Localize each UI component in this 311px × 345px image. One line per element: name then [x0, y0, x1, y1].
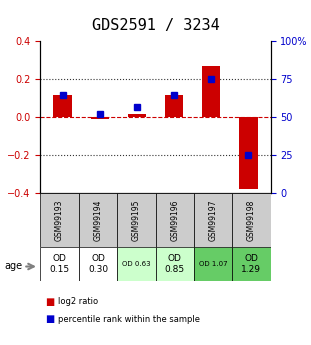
Text: GDS2591 / 3234: GDS2591 / 3234: [92, 18, 219, 33]
Text: percentile rank within the sample: percentile rank within the sample: [58, 315, 200, 324]
Text: OD 0.63: OD 0.63: [122, 261, 151, 267]
Bar: [194, 247, 232, 281]
Text: OD
0.30: OD 0.30: [88, 254, 108, 274]
Bar: [194, 193, 232, 247]
Bar: [165, 95, 183, 117]
Bar: [79, 193, 117, 247]
Text: OD
1.29: OD 1.29: [241, 254, 261, 274]
Text: OD 1.07: OD 1.07: [199, 261, 227, 267]
Bar: [91, 117, 109, 119]
Bar: [117, 247, 156, 281]
Text: ■: ■: [45, 314, 54, 324]
Text: GSM99198: GSM99198: [247, 199, 256, 240]
Bar: [232, 193, 271, 247]
Bar: [156, 193, 194, 247]
Bar: [239, 117, 258, 189]
Text: GSM99197: GSM99197: [209, 199, 217, 241]
Bar: [40, 193, 79, 247]
Bar: [40, 247, 79, 281]
Text: OD
0.15: OD 0.15: [49, 254, 70, 274]
Text: GSM99195: GSM99195: [132, 199, 141, 241]
Bar: [232, 247, 271, 281]
Bar: [128, 114, 146, 117]
Text: age: age: [5, 262, 23, 271]
Bar: [202, 66, 220, 117]
Text: log2 ratio: log2 ratio: [58, 297, 98, 306]
Bar: [79, 247, 117, 281]
Bar: [117, 193, 156, 247]
Text: GSM99193: GSM99193: [55, 199, 64, 241]
Text: OD
0.85: OD 0.85: [165, 254, 185, 274]
Text: GSM99194: GSM99194: [94, 199, 102, 241]
Text: ■: ■: [45, 297, 54, 307]
Bar: [156, 247, 194, 281]
Text: GSM99196: GSM99196: [170, 199, 179, 241]
Bar: [53, 95, 72, 117]
